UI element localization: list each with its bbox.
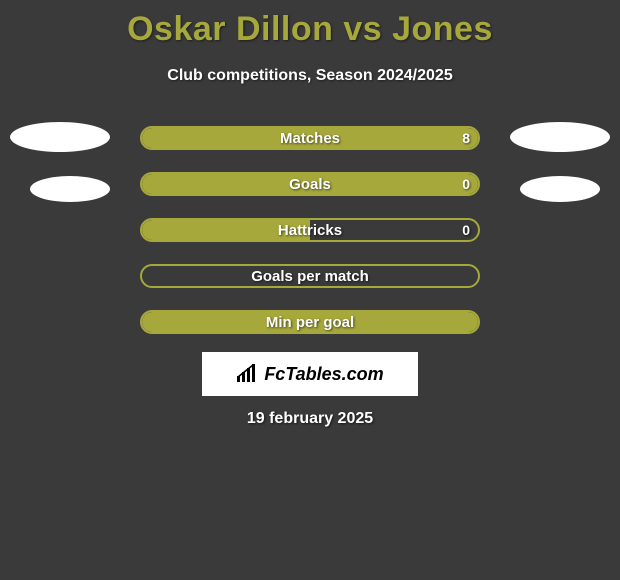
stat-right-value: 8 [462, 130, 470, 146]
subtitle: Club competitions, Season 2024/2025 [0, 67, 620, 85]
player-right-avatar-2 [520, 176, 600, 202]
stat-label: Goals [142, 176, 478, 193]
stat-right-value: 0 [462, 176, 470, 192]
chart-icon [236, 364, 258, 384]
stat-row-hattricks: Hattricks 0 [140, 218, 480, 242]
stat-label: Goals per match [142, 268, 478, 285]
page-title: Oskar Dillon vs Jones [0, 0, 620, 49]
stat-row-matches: Matches 8 [140, 126, 480, 150]
player-left-avatar [10, 122, 110, 152]
player-right-avatar [510, 122, 610, 152]
stat-label: Matches [142, 130, 478, 147]
stats-container: Matches 8 Goals 0 Hattricks 0 Goals per … [140, 126, 480, 356]
player-left-avatar-2 [30, 176, 110, 202]
stat-row-goals: Goals 0 [140, 172, 480, 196]
stat-right-value: 0 [462, 222, 470, 238]
stat-label: Hattricks [142, 222, 478, 239]
brand-label: FcTables.com [264, 364, 383, 385]
stat-row-min-per-goal: Min per goal [140, 310, 480, 334]
date-label: 19 february 2025 [0, 410, 620, 428]
stat-row-goals-per-match: Goals per match [140, 264, 480, 288]
brand-box[interactable]: FcTables.com [202, 352, 418, 396]
stat-label: Min per goal [142, 314, 478, 331]
